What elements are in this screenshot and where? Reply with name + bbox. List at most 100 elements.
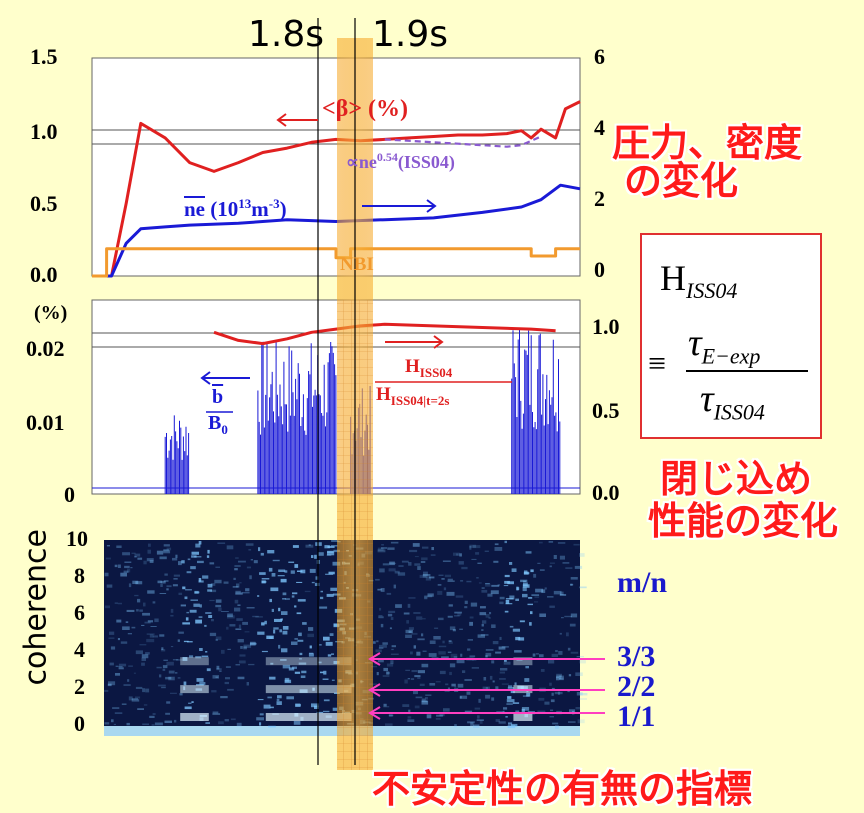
heatmap-cell	[261, 581, 267, 583]
heatmap-cell	[408, 709, 411, 713]
heatmap-cell	[124, 565, 130, 569]
heatmap-cell	[244, 631, 250, 633]
heatmap-cell	[235, 557, 239, 559]
heatmap-cell	[152, 601, 156, 604]
heatmap-cell	[246, 607, 255, 609]
heatmap-cell	[503, 707, 508, 710]
heatmap-cell	[109, 662, 114, 666]
heatmap-cell	[383, 703, 387, 707]
heatmap-cell	[528, 597, 533, 599]
heatmap-cell	[309, 645, 312, 649]
heatmap-cell	[279, 629, 282, 633]
heatmap-cell	[556, 675, 564, 679]
heatmap-cell	[314, 705, 319, 709]
p2-left-unit: (%)	[34, 302, 68, 324]
heatmap-cell	[500, 668, 508, 671]
heatmap-cell	[238, 624, 242, 628]
heatmap-cell	[469, 545, 472, 550]
heatmap-cell	[489, 612, 492, 615]
heatmap-cell	[331, 653, 334, 655]
p2-right-tick-0.0: 0.0	[592, 480, 620, 505]
scaling-exponent: 0.54	[376, 150, 398, 164]
heatmap-cell	[425, 694, 432, 696]
heatmap-cell	[441, 656, 449, 660]
heatmap-cell	[382, 563, 390, 566]
heatmap-cell	[425, 697, 428, 700]
heatmap-cell	[273, 627, 279, 630]
heatmap-cell	[443, 708, 450, 712]
heatmap-cell	[118, 667, 124, 670]
p1-series-density	[96, 183, 581, 278]
heatmap-cell	[453, 656, 458, 660]
heatmap-cell	[550, 699, 555, 703]
heatmap-cell	[163, 659, 168, 661]
heatmap-cell	[114, 712, 123, 714]
heatmap-cell	[143, 602, 146, 607]
heatmap-cell	[560, 591, 564, 595]
heatmap-mode-band	[265, 657, 352, 666]
heatmap-cell	[323, 710, 330, 713]
heatmap-cell	[288, 667, 295, 671]
heatmap-cell	[120, 641, 128, 644]
heatmap-cell	[135, 686, 143, 689]
heatmap-cell	[176, 659, 183, 661]
heatmap-cell	[215, 599, 222, 603]
heatmap-cell	[309, 568, 316, 573]
heatmap-cell	[274, 618, 282, 622]
panel1-frame	[91, 57, 581, 277]
heatmap-mode-band	[180, 657, 209, 666]
heatmap-cell	[296, 612, 302, 615]
heatmap-cell	[112, 707, 120, 709]
heatmap-cell	[234, 565, 241, 567]
heatmap-cell	[409, 549, 418, 553]
heatmap-cell	[375, 578, 380, 581]
heatmap-cell	[132, 580, 139, 584]
heatmap-cell	[424, 595, 433, 598]
heatmap-cell	[149, 634, 154, 638]
heatmap-cell	[425, 576, 431, 581]
heatmap-cell	[327, 551, 335, 556]
heatmap-cell	[477, 634, 485, 638]
heatmap-cell	[414, 556, 419, 558]
heatmap-cell	[135, 650, 143, 655]
heatmap-cell	[377, 659, 384, 663]
heatmap-cell	[445, 683, 449, 686]
heatmap-cell	[147, 590, 155, 594]
heatmap-cell	[216, 665, 220, 670]
heatmap-cell	[499, 596, 505, 600]
heatmap-cell	[190, 599, 198, 601]
heatmap-cell	[150, 626, 157, 627]
heatmap-cell	[304, 590, 311, 593]
heatmap-cell	[481, 623, 484, 627]
heatmap-cell	[214, 579, 222, 584]
heatmap-cell	[291, 595, 295, 598]
heatmap-cell	[209, 562, 215, 565]
heatmap-cell	[215, 566, 220, 568]
heatmap-cell	[469, 655, 476, 658]
heatmap-cell	[235, 664, 240, 666]
heatmap-cell	[212, 711, 219, 714]
heatmap-cell	[184, 596, 188, 600]
heatmap-cell	[257, 699, 264, 701]
heatmap-cell	[229, 624, 236, 627]
p3-tick-6: 6	[74, 600, 85, 625]
heatmap-cell	[505, 599, 510, 604]
heatmap-cell	[535, 653, 539, 655]
annotation-confinement: 閉じ込め	[660, 457, 813, 501]
heatmap-cell	[491, 584, 500, 587]
heatmap-cell	[141, 657, 146, 661]
heatmap-cell	[483, 677, 487, 681]
heatmap-cell	[379, 607, 382, 611]
heatmap-cell	[162, 668, 166, 671]
annotation-arrows	[200, 113, 605, 720]
heatmap-cell	[280, 578, 287, 583]
heatmap-cell	[211, 619, 214, 622]
heatmap-cell	[386, 592, 392, 595]
heatmap-cell	[209, 632, 217, 637]
heatmap-cell	[485, 614, 490, 618]
heatmap-cell	[282, 598, 286, 600]
heatmap-cell	[311, 555, 314, 558]
heatmap-cell	[448, 640, 452, 642]
heatmap-cell	[422, 574, 431, 577]
heatmap-cell	[549, 682, 552, 686]
